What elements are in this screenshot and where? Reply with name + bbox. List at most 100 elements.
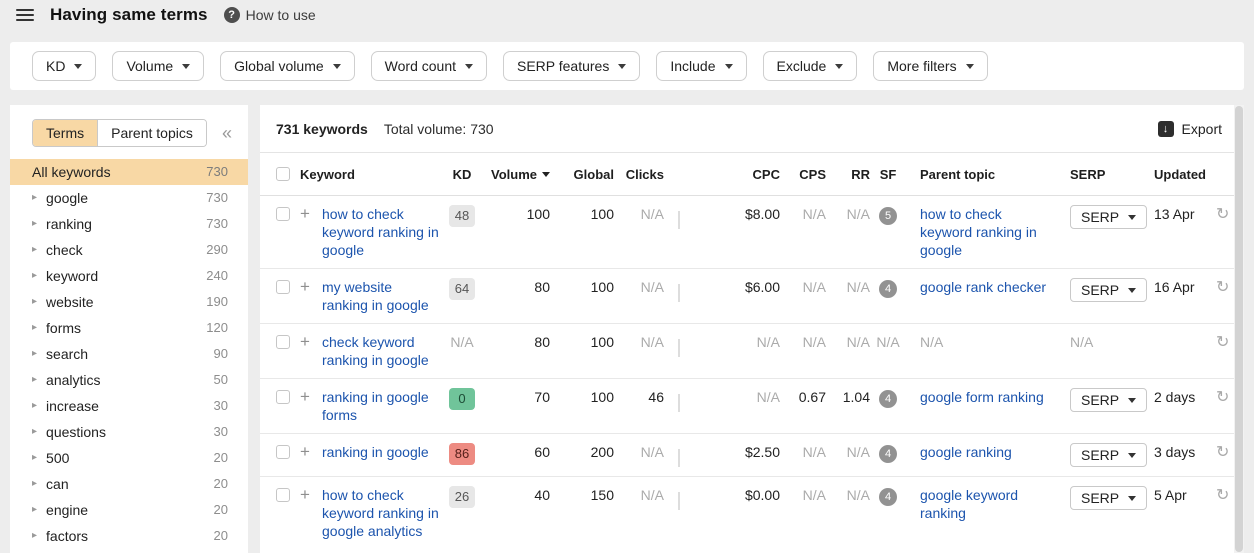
keyword-link[interactable]: my website ranking in google: [322, 279, 429, 313]
filter-global-volume[interactable]: Global volume: [220, 51, 355, 81]
select-all-checkbox[interactable]: [276, 167, 290, 181]
expander-icon[interactable]: ▸: [32, 296, 38, 307]
all-keywords-count: 730: [206, 164, 228, 179]
refresh-icon[interactable]: ↻: [1216, 487, 1230, 504]
export-button[interactable]: ↓ Export: [1157, 120, 1222, 137]
keyword-link[interactable]: ranking in google: [322, 444, 429, 460]
filter-serp-features[interactable]: SERP features: [503, 51, 641, 81]
refresh-icon[interactable]: ↻: [1216, 444, 1230, 461]
add-keyword-icon[interactable]: +: [300, 332, 310, 351]
expander-icon[interactable]: ▸: [32, 530, 38, 541]
table-row: + my website ranking in google 64 80 100 N/A $…: [260, 268, 1244, 323]
add-keyword-icon[interactable]: +: [300, 277, 310, 296]
add-keyword-icon[interactable]: +: [300, 442, 310, 461]
sidebar-item-engine[interactable]: ▸ engine 20: [10, 497, 248, 523]
vertical-scrollbar[interactable]: [1234, 105, 1244, 553]
row-checkbox[interactable]: [276, 390, 290, 404]
clicks-bar: [678, 394, 680, 412]
serp-dropdown-button[interactable]: SERP: [1070, 388, 1148, 412]
export-label: Export: [1181, 120, 1222, 137]
scrollbar-thumb[interactable]: [1235, 106, 1243, 552]
keyword-link[interactable]: how to check keyword ranking in google a…: [322, 487, 439, 539]
row-checkbox[interactable]: [276, 488, 290, 502]
col-rr[interactable]: RR: [851, 167, 870, 182]
parent-topic-link[interactable]: google form ranking: [920, 389, 1044, 405]
filter-word-count[interactable]: Word count: [370, 51, 487, 81]
parent-topic-link[interactable]: google ranking: [920, 444, 1012, 460]
how-to-use-link[interactable]: ? How to use: [223, 7, 316, 23]
filter-more-filters[interactable]: More filters: [873, 51, 988, 81]
collapse-sidebar-icon[interactable]: «: [221, 123, 232, 143]
tab-parent-topics[interactable]: Parent topics: [97, 120, 206, 146]
col-volume[interactable]: Volume: [484, 167, 550, 182]
keyword-link[interactable]: how to check keyword ranking in google: [322, 206, 439, 258]
col-cpc[interactable]: CPC: [752, 167, 780, 182]
col-kd[interactable]: KD: [452, 167, 472, 182]
table-row: + how to check keyword ranking in google …: [260, 476, 1244, 549]
expander-icon[interactable]: ▸: [32, 192, 38, 203]
serp-dropdown-button[interactable]: SERP: [1070, 205, 1148, 229]
sidebar-item-500[interactable]: ▸ 500 20: [10, 445, 248, 471]
sidebar-item-forms[interactable]: ▸ forms 120: [10, 315, 248, 341]
refresh-icon[interactable]: ↻: [1216, 389, 1230, 406]
refresh-icon[interactable]: ↻: [1216, 334, 1230, 351]
sidebar-item-can[interactable]: ▸ can 20: [10, 471, 248, 497]
filter-include[interactable]: Include: [656, 51, 747, 81]
filter-kd[interactable]: KD: [32, 51, 97, 81]
serp-dropdown-button[interactable]: SERP: [1070, 486, 1148, 510]
term-count: 30: [213, 398, 228, 413]
sidebar-item-increase[interactable]: ▸ increase 30: [10, 393, 248, 419]
sidebar-item-google[interactable]: ▸ google 730: [10, 185, 248, 211]
serp-features-badge: 4: [879, 280, 897, 298]
expander-icon[interactable]: ▸: [32, 348, 38, 359]
expander-icon[interactable]: ▸: [32, 452, 38, 463]
serp-dropdown-button[interactable]: SERP: [1070, 278, 1148, 302]
keyword-link[interactable]: check keyword ranking in google: [322, 334, 429, 368]
refresh-icon[interactable]: ↻: [1216, 279, 1230, 296]
expander-icon[interactable]: ▸: [32, 504, 38, 515]
sidebar-tabs-row: Terms Parent topics «: [10, 105, 248, 159]
expander-icon[interactable]: ▸: [32, 270, 38, 281]
clicks-bar: [678, 449, 680, 467]
refresh-icon[interactable]: ↻: [1216, 206, 1230, 223]
sidebar-item-questions[interactable]: ▸ questions 30: [10, 419, 248, 445]
col-keyword[interactable]: Keyword: [300, 167, 355, 182]
sidebar-item-ranking[interactable]: ▸ ranking 730: [10, 211, 248, 237]
expander-icon[interactable]: ▸: [32, 244, 38, 255]
expander-icon[interactable]: ▸: [32, 218, 38, 229]
filter-volume[interactable]: Volume: [112, 51, 205, 81]
row-checkbox[interactable]: [276, 280, 290, 294]
col-global[interactable]: Global: [573, 167, 614, 182]
parent-topic-link[interactable]: google keyword ranking: [920, 487, 1019, 521]
row-checkbox[interactable]: [276, 445, 290, 459]
parent-topic-link[interactable]: how to check keyword ranking in google: [920, 206, 1037, 258]
col-clicks[interactable]: Clicks: [625, 167, 664, 182]
sidebar-item-keyword[interactable]: ▸ keyword 240: [10, 263, 248, 289]
col-updated[interactable]: Updated: [1154, 167, 1206, 182]
sidebar-item-factors[interactable]: ▸ factors 20: [10, 523, 248, 549]
expander-icon[interactable]: ▸: [32, 478, 38, 489]
row-checkbox[interactable]: [276, 335, 290, 349]
expander-icon[interactable]: ▸: [32, 400, 38, 411]
tab-terms[interactable]: Terms: [33, 120, 98, 146]
filter-exclude[interactable]: Exclude: [762, 51, 858, 81]
col-cps[interactable]: CPS: [799, 167, 826, 182]
add-keyword-icon[interactable]: +: [300, 204, 310, 223]
keyword-link[interactable]: ranking in google forms: [322, 389, 429, 423]
add-keyword-icon[interactable]: +: [300, 387, 310, 406]
row-checkbox[interactable]: [276, 207, 290, 221]
sidebar-item-website[interactable]: ▸ website 190: [10, 289, 248, 315]
sidebar-item-search[interactable]: ▸ search 90: [10, 341, 248, 367]
serp-dropdown-button[interactable]: SERP: [1070, 443, 1148, 467]
col-parent-topic[interactable]: Parent topic: [920, 167, 996, 182]
expander-icon[interactable]: ▸: [32, 322, 38, 333]
sidebar-item-analytics[interactable]: ▸ analytics 50: [10, 367, 248, 393]
expander-icon[interactable]: ▸: [32, 374, 38, 385]
parent-topic-link[interactable]: google rank checker: [920, 279, 1047, 295]
sidebar-item-all-keywords[interactable]: All keywords 730: [10, 159, 248, 185]
menu-icon[interactable]: [16, 9, 34, 21]
sidebar-item-check[interactable]: ▸ check 290: [10, 237, 248, 263]
add-keyword-icon[interactable]: +: [300, 485, 310, 504]
expander-icon[interactable]: ▸: [32, 426, 38, 437]
col-sf[interactable]: SF: [879, 167, 897, 182]
